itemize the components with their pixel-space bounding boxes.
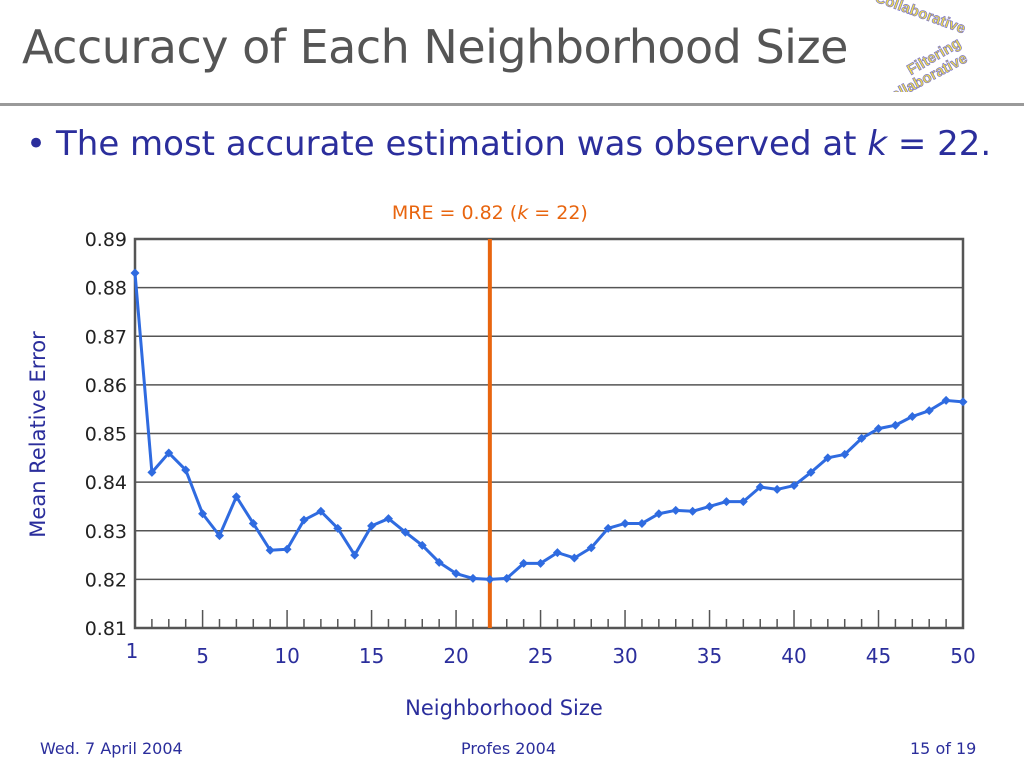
x-tick-label: 20 (443, 644, 468, 668)
data-point (705, 501, 715, 511)
data-point (789, 481, 799, 491)
annotation-prefix: MRE = 0.82 ( (392, 202, 517, 224)
x-tick-label: 40 (781, 644, 806, 668)
data-point (823, 453, 833, 463)
mre-line-chart: 0.810.820.830.840.850.860.870.880.891 5 10… (26, 202, 976, 720)
data-point (434, 557, 444, 567)
data-point (265, 545, 275, 555)
data-point (231, 492, 241, 502)
optimum-annotation: MRE = 0.82 (k = 22) (392, 202, 588, 224)
data-point (603, 523, 613, 533)
x-axis-title: Neighborhood Size (405, 696, 603, 720)
data-point (941, 395, 951, 405)
data-point (468, 573, 478, 583)
data-point (806, 467, 816, 477)
data-point (637, 518, 647, 528)
bullet-k: k (867, 124, 888, 164)
x-tick-label: 50 (950, 644, 975, 668)
data-point (620, 518, 630, 528)
data-point (417, 540, 427, 550)
data-point (738, 497, 748, 507)
bullet-text: The most accurate estimation was observe… (56, 124, 857, 164)
x-tick-label: 35 (697, 644, 722, 668)
data-point (755, 482, 765, 492)
data-point (181, 465, 191, 475)
data-point (383, 514, 393, 524)
data-point (333, 523, 343, 533)
data-point (671, 505, 681, 515)
data-point (214, 531, 224, 541)
data-point (840, 449, 850, 459)
data-point (164, 448, 174, 458)
data-point (536, 558, 546, 568)
data-point (721, 497, 731, 507)
data-point (451, 569, 461, 579)
x-tick-label: 10 (274, 644, 299, 668)
bullet-dot: • (26, 124, 47, 164)
data-point (654, 509, 664, 519)
data-point (958, 397, 968, 407)
x-tick-label: 30 (612, 644, 637, 668)
x-tick-label: 45 (866, 644, 891, 668)
data-point (874, 424, 884, 434)
x-tick-label: 25 (528, 644, 553, 668)
title-divider (0, 103, 1024, 106)
data-point (552, 548, 562, 558)
y-axis-title: Mean Relative Error (26, 331, 50, 538)
series-line (133, 272, 964, 581)
data-point (198, 509, 208, 519)
data-point (299, 515, 309, 525)
data-point (772, 484, 782, 494)
data-point (569, 553, 579, 563)
data-point (350, 550, 360, 560)
y-tick-label: 0.89 (85, 229, 127, 251)
x-tick-label: 15 (359, 644, 384, 668)
data-point (519, 558, 529, 568)
bullet-point: • The most accurate estimation was observ… (26, 124, 991, 164)
data-point (316, 506, 326, 516)
bullet-tail: = 22. (887, 124, 992, 164)
x-tick-label: 1 (126, 639, 139, 663)
footer-date: Wed. 7 April 2004 (40, 739, 183, 758)
data-point (502, 573, 512, 583)
slide-title: Accuracy of Each Neighborhood Size (22, 20, 848, 74)
y-tick-label: 0.85 (85, 424, 127, 446)
y-tick-label: 0.84 (85, 472, 127, 494)
data-point (282, 544, 292, 554)
annotation-k: k (517, 202, 529, 224)
data-point (248, 518, 258, 528)
collaborative-filtering-logo: Collaborative Collaborative Filtering (872, 0, 970, 92)
plot-frame (133, 237, 965, 630)
y-tick-label: 0.81 (85, 618, 127, 640)
data-point (400, 527, 410, 537)
svg-text:Collaborative: Collaborative (873, 0, 968, 37)
footer-page-number: 15 of 19 (910, 739, 977, 758)
x-tick-label: 5 (196, 644, 209, 668)
y-tick-label: 0.83 (85, 521, 127, 543)
data-point (485, 574, 495, 584)
data-point (367, 521, 377, 531)
y-tick-label: 0.87 (85, 326, 127, 348)
data-point (857, 433, 867, 443)
data-point (130, 268, 140, 278)
data-point (147, 467, 157, 477)
data-point (890, 420, 900, 430)
data-point (688, 506, 698, 516)
data-point (907, 411, 917, 421)
y-tick-label: 0.86 (85, 375, 127, 397)
data-point (924, 406, 934, 416)
data-point (586, 543, 596, 553)
y-tick-label: 0.88 (85, 278, 127, 300)
footer-conference: Profes 2004 (461, 739, 556, 758)
annotation-suffix: = 22) (528, 202, 588, 224)
y-tick-label: 0.82 (85, 569, 127, 591)
